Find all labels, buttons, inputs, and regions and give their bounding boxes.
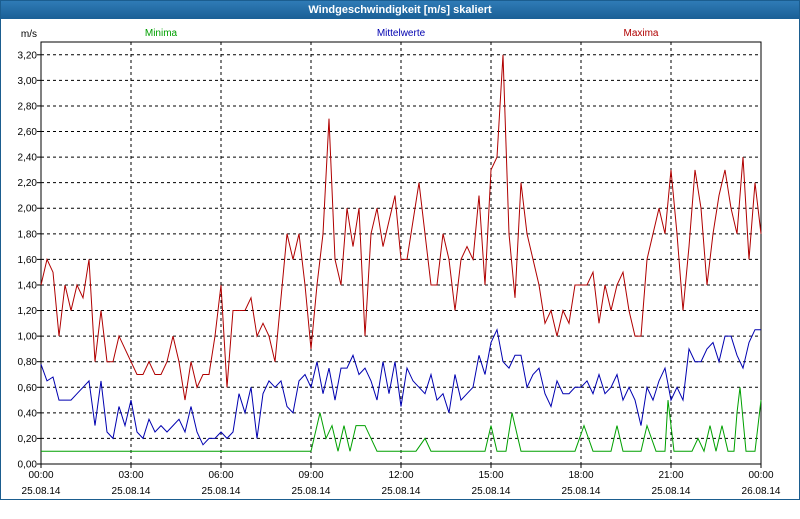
x-tick-time: 00:00	[748, 470, 773, 481]
y-tick-label: 0,80	[18, 357, 38, 368]
x-tick-time: 12:00	[388, 470, 413, 481]
x-tick-date: 26.08.14	[742, 486, 781, 497]
x-tick-date: 25.08.14	[22, 486, 61, 497]
x-tick-date: 25.08.14	[382, 486, 421, 497]
series-line-mittelwerte	[40, 328, 761, 446]
y-tick-label: 0,60	[18, 383, 38, 394]
series-line-minima	[41, 387, 762, 453]
x-tick-time: 06:00	[208, 470, 233, 481]
wind-speed-chart: 0,00 0,20 0,40 0,60 0,80 1,00 1,20 1,40 1,60 1,80…	[18, 28, 781, 497]
legend-minima: Minima	[145, 28, 178, 39]
x-tick-date: 25.08.14	[562, 486, 601, 497]
x-tick-time: 18:00	[568, 470, 593, 481]
y-tick-label: 2,80	[18, 101, 38, 112]
series-line-maxima	[40, 54, 762, 401]
y-tick-label: 1,40	[18, 280, 38, 291]
y-tick-label: 3,00	[18, 76, 38, 87]
x-tick-date: 25.08.14	[292, 486, 331, 497]
y-tick-label: 1,20	[18, 306, 38, 317]
x-tick-time: 00:00	[28, 470, 53, 481]
x-tick-time: 03:00	[118, 470, 143, 481]
x-tick-time: 21:00	[658, 470, 683, 481]
y-tick-label: 0,20	[18, 434, 38, 445]
y-axis-label: m/s	[21, 29, 37, 40]
y-tick-label: 1,80	[18, 229, 38, 240]
y-tick-label: 3,20	[18, 50, 38, 61]
x-tick-date: 25.08.14	[652, 486, 691, 497]
x-tick-date: 25.08.14	[472, 486, 511, 497]
y-tick-label: 0,00	[18, 460, 38, 471]
chart-window: Windgeschwindigkeit [m/s] skaliert 0,00 0…	[0, 0, 800, 500]
legend-maxima: Maxima	[623, 28, 658, 39]
y-tick-label: 2,40	[18, 153, 38, 164]
y-tick-label: 2,00	[18, 204, 38, 215]
x-tick-date: 25.08.14	[112, 486, 151, 497]
y-tick-label: 1,00	[18, 332, 38, 343]
x-tick-time: 09:00	[298, 470, 323, 481]
x-tick-date: 25.08.14	[202, 486, 241, 497]
y-tick-label: 0,40	[18, 408, 38, 419]
y-tick-label: 1,60	[18, 255, 38, 266]
window-title: Windgeschwindigkeit [m/s] skaliert	[1, 1, 799, 19]
x-tick-time: 15:00	[478, 470, 503, 481]
legend-mittelwerte: Mittelwerte	[377, 28, 426, 39]
y-tick-label: 2,20	[18, 178, 38, 189]
y-tick-label: 2,60	[18, 127, 38, 138]
